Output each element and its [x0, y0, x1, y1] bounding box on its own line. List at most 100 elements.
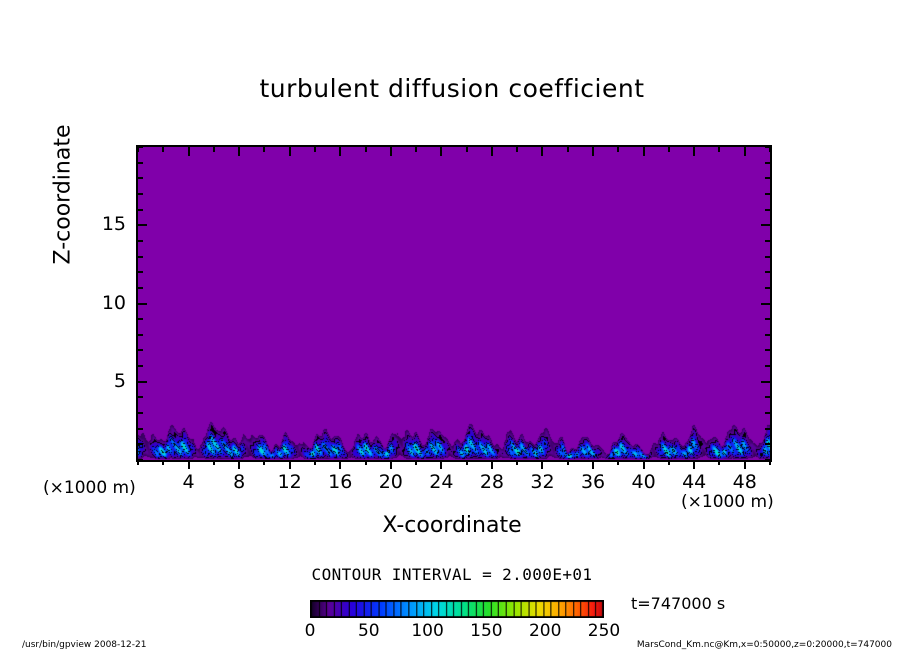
x-axis-tick — [490, 147, 493, 156]
x-axis-tick — [389, 460, 392, 469]
x-axis-tick — [465, 147, 468, 152]
x-axis-tick — [642, 460, 645, 469]
x-axis-tick — [566, 147, 569, 152]
y-axis-tick — [765, 396, 770, 399]
x-axis-tick — [339, 460, 342, 469]
y-axis-title: Z-coordinate — [50, 124, 76, 265]
x-axis-tick — [769, 147, 771, 152]
x-axis-tick — [516, 460, 519, 465]
y-axis-tick — [138, 161, 143, 164]
y-axis-tick — [138, 412, 143, 415]
y-axis-tick — [765, 239, 770, 242]
x-axis-tick — [415, 460, 418, 465]
y-axis-tick — [138, 365, 143, 368]
x-axis-tick — [617, 147, 620, 152]
y-axis-tick — [765, 146, 770, 148]
x-axis-tick — [162, 460, 165, 465]
x-axis-tick — [339, 147, 342, 156]
x-axis-tick — [769, 460, 771, 465]
y-axis-tick — [138, 192, 143, 195]
x-axis-tick — [592, 147, 595, 156]
y-axis-tick — [138, 208, 143, 211]
x-axis-tick — [212, 147, 215, 152]
y-axis-tick — [765, 318, 770, 321]
colorbar: 0 50 100 150 200 250 — [305, 600, 620, 641]
x-axis-tick — [693, 147, 696, 156]
x-axis-tick-label: 28 — [479, 471, 504, 493]
x-axis-unit-left: (×1000 m) — [43, 478, 136, 498]
colorbar-gradient — [310, 600, 604, 618]
x-axis-tick — [238, 460, 241, 469]
x-axis-tick — [743, 147, 746, 156]
y-axis-tick — [765, 255, 770, 258]
contour-field — [138, 147, 770, 460]
x-axis-tick — [313, 460, 316, 465]
y-axis-tick — [765, 365, 770, 368]
x-axis-tick — [743, 460, 746, 469]
colorbar-tick-label: 150 — [470, 621, 503, 641]
x-axis-tick-label: 40 — [631, 471, 656, 493]
y-axis-tick — [765, 286, 770, 289]
x-axis-tick — [364, 147, 367, 152]
colorbar-tick-label: 100 — [411, 621, 444, 641]
y-axis-tick — [138, 286, 143, 289]
x-axis-tick — [440, 460, 443, 469]
y-axis-tick — [765, 443, 770, 446]
x-axis-tick — [364, 460, 367, 465]
y-axis-tick — [138, 318, 143, 321]
footer-command: /usr/bin/gpview 2008-12-21 — [22, 640, 147, 650]
x-axis-tick — [667, 460, 670, 465]
y-axis-tick — [765, 459, 770, 461]
x-axis-tick — [718, 460, 721, 465]
y-axis-tick — [765, 192, 770, 195]
x-axis-tick — [617, 460, 620, 465]
x-axis-tick — [137, 147, 139, 152]
x-axis-tick — [212, 460, 215, 465]
y-axis-tick — [761, 380, 770, 383]
x-axis-tick — [263, 460, 266, 465]
x-axis-tick-label: 20 — [378, 471, 403, 493]
footer-dataset: MarsCond_Km.nc@Km,x=0:50000,z=0:20000,t=… — [636, 640, 892, 650]
y-axis-tick — [765, 177, 770, 180]
x-axis-tick — [592, 460, 595, 469]
x-axis-tick — [465, 460, 468, 465]
y-axis-tick — [138, 177, 143, 180]
y-axis-tick — [138, 146, 143, 148]
x-axis-tick — [313, 147, 316, 152]
x-axis-tick-label: 36 — [580, 471, 606, 493]
x-axis-tick-label: 32 — [530, 471, 555, 493]
y-axis-tick-label: 10 — [101, 291, 126, 314]
x-axis-tick-label: 24 — [429, 471, 454, 493]
x-axis-tick — [693, 460, 696, 469]
x-axis-tick — [415, 147, 418, 152]
y-axis-tick — [138, 302, 147, 305]
x-axis-tick — [490, 460, 493, 469]
x-axis-tick — [667, 147, 670, 152]
x-axis-unit-right: (×1000 m) — [681, 492, 774, 512]
x-axis-tick — [440, 147, 443, 156]
colorbar-tick-label: 0 — [304, 621, 316, 641]
y-axis-tick — [138, 427, 143, 430]
y-axis-tick — [138, 349, 143, 352]
colorbar-tick-label: 50 — [357, 621, 380, 641]
x-axis-tick — [516, 147, 519, 152]
y-axis-tick — [765, 412, 770, 415]
x-axis-tick — [162, 147, 165, 152]
x-axis-tick — [566, 460, 569, 465]
x-axis-tick — [187, 460, 190, 469]
y-axis-tick — [138, 396, 143, 399]
x-axis-tick-label: 16 — [328, 471, 353, 493]
y-axis-tick — [138, 380, 147, 383]
y-axis-tick — [138, 333, 143, 336]
x-axis-tick — [288, 147, 291, 156]
y-axis-tick — [138, 459, 143, 461]
contour-interval-caption: CONTOUR INTERVAL = 2.000E+01 — [311, 565, 593, 584]
x-axis-tick — [541, 147, 544, 156]
y-axis-tick — [765, 427, 770, 430]
y-axis-tick — [138, 255, 143, 258]
x-axis-tick-label: 48 — [732, 471, 757, 493]
x-axis-title: X-coordinate — [382, 513, 522, 538]
y-axis-tick — [765, 271, 770, 274]
y-axis-tick — [138, 224, 147, 227]
x-axis-tick-label: 4 — [182, 471, 195, 493]
